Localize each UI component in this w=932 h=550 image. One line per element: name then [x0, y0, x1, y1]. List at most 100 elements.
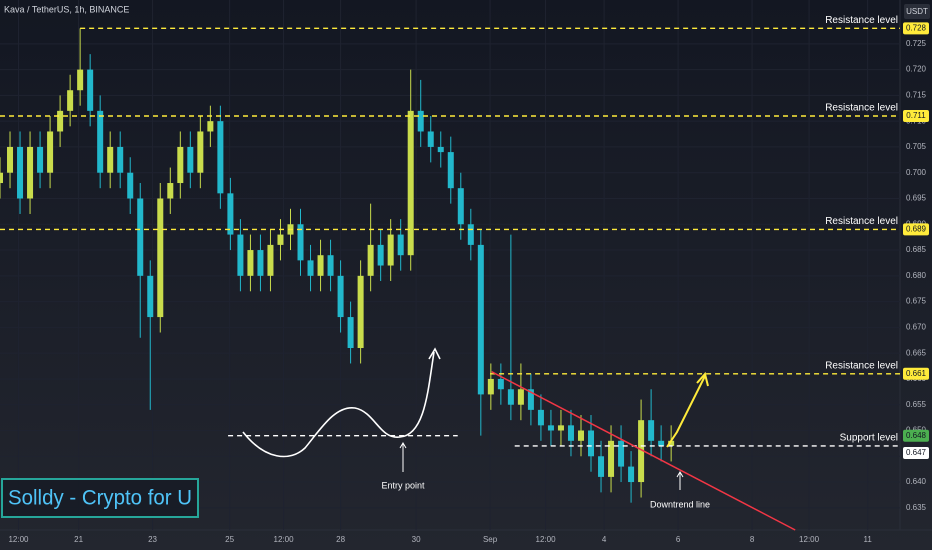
y-tick-label: 0.705 — [906, 142, 927, 151]
level-value: 0.728 — [906, 23, 927, 32]
projection-arrowhead — [696, 371, 709, 387]
x-tick-label: 28 — [336, 535, 345, 544]
level-box — [903, 367, 929, 380]
x-tick-label: 21 — [74, 535, 83, 544]
candle-body — [608, 440, 615, 477]
candle-body — [307, 260, 314, 276]
candle-body — [427, 131, 434, 147]
watermark-box — [1, 478, 199, 518]
level-label: Resistance level — [825, 15, 898, 26]
candle-body — [477, 244, 484, 395]
candle-body — [407, 110, 414, 256]
level-label: Support level — [840, 433, 898, 444]
candle-body — [537, 409, 544, 426]
candle-body — [668, 440, 675, 446]
candle-body — [437, 146, 444, 153]
level-box — [903, 22, 929, 35]
candle-body — [598, 456, 605, 477]
candle-body — [447, 152, 454, 189]
candle-body — [77, 69, 84, 91]
candle-body — [557, 425, 564, 431]
candle-body — [638, 420, 645, 483]
y-tick-label: 0.675 — [906, 297, 927, 306]
x-tick-label: 6 — [676, 535, 681, 544]
candle-body — [157, 198, 164, 318]
entry-label: Entry point — [381, 480, 425, 490]
candle-body — [217, 121, 224, 194]
x-tick-label: 30 — [412, 535, 421, 544]
level-box — [903, 110, 929, 123]
trendline-label: Downtrend line — [650, 499, 710, 509]
candle-body — [27, 146, 34, 199]
candle-body — [37, 146, 44, 173]
candle-body — [137, 198, 144, 276]
y-tick-label: 0.665 — [906, 348, 927, 357]
candle-body — [97, 110, 104, 173]
entry-curve-arrowhead — [428, 347, 441, 360]
x-tick-label: 12:00 — [274, 535, 295, 544]
candle-body — [117, 146, 124, 173]
level-label: Resistance level — [825, 216, 898, 227]
y-tick-label: 0.635 — [906, 503, 927, 512]
x-tick-label: 23 — [148, 535, 157, 544]
candle-body — [397, 234, 404, 256]
candle-body — [487, 378, 494, 395]
price-axis: 0.6350.6400.6450.6500.6550.6600.6650.670… — [8, 22, 929, 544]
candle-body — [277, 234, 284, 245]
candle-body — [588, 430, 595, 457]
candle-body — [227, 193, 234, 235]
candle-body — [628, 466, 635, 483]
candle-body — [417, 110, 424, 132]
candle-body — [648, 420, 655, 441]
candle-body — [127, 172, 134, 199]
symbol-title: Kava / TetherUS, 1h, BINANCE — [4, 4, 129, 14]
level-value: 0.661 — [906, 369, 927, 378]
candle-body — [177, 146, 184, 184]
plot: Resistance level Resistance level Resistan… — [0, 15, 900, 531]
x-tick-label: 4 — [602, 535, 607, 544]
candle-body — [357, 275, 364, 349]
candle-body — [0, 172, 4, 184]
y-tick-label: 0.725 — [906, 39, 927, 48]
y-tick-label: 0.720 — [906, 65, 927, 74]
x-tick-label: 8 — [750, 535, 755, 544]
candle-body — [367, 244, 374, 276]
x-tick-label: 12:00 — [8, 535, 29, 544]
candle-body — [57, 110, 64, 132]
candle-body — [17, 146, 24, 199]
projection-arrow — [666, 375, 706, 448]
level-box — [903, 446, 929, 459]
level-value: 0.689 — [906, 225, 927, 234]
trendline — [491, 371, 796, 531]
entry-curve — [242, 351, 435, 458]
last-price-box — [903, 429, 929, 442]
candle-body — [107, 146, 114, 173]
candle-body — [507, 389, 514, 405]
x-tick-label: 12:00 — [536, 535, 557, 544]
candle-body — [207, 121, 214, 132]
entry-arrowhead — [399, 442, 407, 449]
candle-body — [167, 183, 174, 199]
candle-body — [618, 440, 625, 467]
candle-body — [467, 224, 474, 245]
candle-body — [237, 234, 244, 276]
candle-body — [497, 378, 504, 390]
y-tick-label: 0.670 — [906, 322, 927, 331]
candle-body — [337, 275, 344, 318]
candle-body — [197, 131, 204, 173]
y-tick-label: 0.655 — [906, 400, 927, 409]
y-tick-label: 0.640 — [906, 477, 927, 486]
x-tick-label: 12:00 — [799, 535, 820, 544]
y-tick-label: 0.715 — [906, 90, 927, 99]
y-tick-label: 0.695 — [906, 194, 927, 203]
candle-body — [547, 425, 554, 431]
level-label: Resistance level — [825, 103, 898, 114]
candle-body — [658, 440, 665, 446]
candle-body — [377, 244, 384, 266]
candle-body — [267, 244, 274, 276]
candle-body — [347, 317, 354, 349]
level-value: 0.647 — [906, 448, 927, 457]
candle-body — [87, 69, 94, 111]
